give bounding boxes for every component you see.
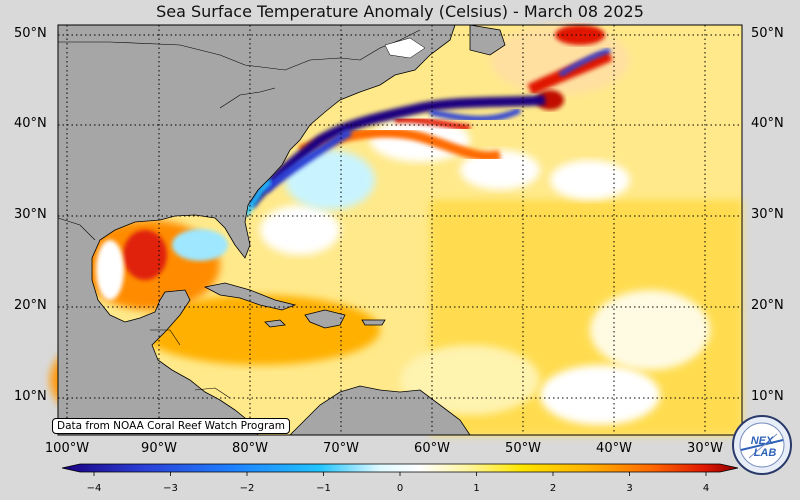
latitude-label-left: 40°N (14, 116, 47, 131)
colorbar-tick-label: −1 (316, 483, 331, 494)
latitude-label-right: 40°N (751, 116, 784, 131)
colorbar (61, 463, 739, 473)
latitude-label-left: 10°N (14, 389, 47, 404)
longitude-label: 60°W (414, 441, 450, 456)
svg-text:NEX: NEX (751, 435, 774, 447)
svg-text:LAB: LAB (754, 447, 777, 459)
colorbar-tick-label: −2 (239, 483, 255, 494)
longitude-label: 40°W (596, 441, 632, 456)
colorbar-tick-label: 1 (473, 483, 480, 494)
latitude-label-left: 20°N (14, 298, 47, 313)
colorbar-tick-label: 0 (396, 483, 404, 494)
latitude-label-right: 30°N (751, 207, 784, 222)
latitude-label-right: 10°N (751, 389, 784, 404)
jamaica-island (264, 319, 286, 328)
longitude-label: 100°W (44, 441, 90, 456)
hispaniola-island (304, 309, 346, 329)
map-frame (57, 24, 743, 436)
north-america-land (57, 24, 456, 436)
colorbar-tick-label: 3 (626, 483, 633, 494)
borders (57, 29, 421, 399)
longitude-label: 50°W (505, 441, 541, 456)
latitude-label-right: 20°N (751, 298, 784, 313)
puerto-rico-island (361, 319, 386, 326)
colorbar-ticks (93, 472, 707, 476)
south-america-land (289, 385, 471, 436)
colorbar-tick-label: −3 (163, 483, 178, 494)
newfoundland-island (469, 24, 506, 56)
latitude-label-left: 50°N (14, 26, 47, 41)
latitude-label-left: 30°N (14, 207, 47, 222)
latitude-label-right: 50°N (751, 26, 784, 41)
longitude-label: 70°W (323, 441, 359, 456)
nex-lab-logo: NEX LAB (732, 415, 792, 475)
anomaly-field (50, 25, 742, 435)
map-title: Sea Surface Temperature Anomaly (Celsius… (156, 2, 644, 21)
colorbar-tick-label: −4 (86, 483, 102, 494)
graticule (58, 25, 742, 435)
colorbar-tick-label: 4 (702, 483, 710, 494)
longitude-label: 80°W (232, 441, 268, 456)
longitude-label: 30°W (687, 441, 723, 456)
ice-patch (384, 37, 426, 59)
longitude-label: 90°W (141, 441, 177, 456)
land (57, 24, 506, 436)
colorbar-tick-label: 2 (549, 483, 557, 494)
data-credit: Data from NOAA Coral Reef Watch Program (52, 418, 290, 434)
